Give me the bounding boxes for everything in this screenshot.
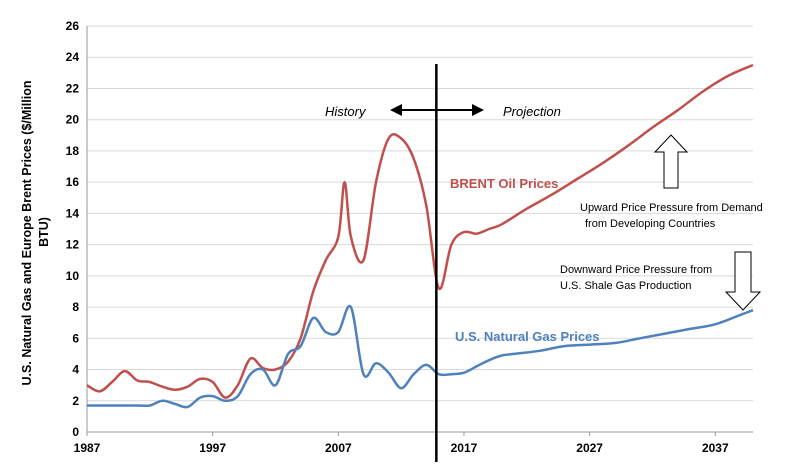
- y-tick-label: 20: [66, 113, 80, 127]
- x-tick-label: 2017: [451, 441, 478, 455]
- x-tick-label: 2037: [702, 441, 729, 455]
- x-tick-labels: 1987 1997 2007 2017 2027 2037: [74, 432, 729, 455]
- y-tick-label: 12: [66, 238, 80, 252]
- natural-gas-price-line: [87, 304, 754, 409]
- y-tick-label: 4: [72, 363, 79, 377]
- upward-arrow-icon: [653, 134, 689, 189]
- downward-pressure-line1: Downward Price Pressure from: [560, 264, 712, 276]
- y-axis-label: U.S. Natural Gas and Europe Brent Prices…: [20, 81, 34, 386]
- y-tick-label: 24: [66, 50, 80, 64]
- projection-label: Projection: [503, 104, 561, 119]
- brent-series-label: BRENT Oil Prices: [450, 176, 558, 191]
- y-tick-label: 14: [66, 206, 80, 220]
- gas-series-label: U.S. Natural Gas Prices: [455, 329, 600, 344]
- x-tick-label: 2007: [325, 441, 352, 455]
- y-tick-label: 2: [72, 394, 79, 408]
- y-tick-label: 6: [72, 331, 79, 345]
- y-axis-label-line2: BTU): [37, 217, 51, 247]
- y-tick-label: 10: [66, 269, 80, 283]
- upward-pressure-line1: Upward Price Pressure from Demand: [580, 202, 763, 214]
- y-tick-label: 16: [66, 175, 80, 189]
- history-projection-arrow-icon: [390, 104, 484, 116]
- x-tick-label: 1987: [74, 441, 101, 455]
- y-tick-label: 18: [66, 144, 80, 158]
- y-axis-label-2: BTU): [37, 217, 51, 247]
- series-lines: [86, 63, 754, 409]
- y-tick-label: 0: [72, 425, 79, 439]
- brent-oil-price-line: [86, 63, 754, 399]
- x-tick-label: 2027: [576, 441, 603, 455]
- downward-arrow-icon: [724, 251, 762, 311]
- y-tick-label: 8: [72, 300, 79, 314]
- y-axis-label-line1: U.S. Natural Gas and Europe Brent Prices…: [20, 81, 34, 386]
- y-tick-label: 22: [66, 81, 80, 95]
- grid-lines: [87, 25, 753, 402]
- y-tick-label: 26: [66, 19, 80, 33]
- history-label: History: [325, 104, 367, 119]
- x-tick-label: 1997: [199, 441, 226, 455]
- upward-pressure-line2: from Developing Countries: [585, 218, 716, 230]
- downward-pressure-line2: U.S. Shale Gas Production: [560, 280, 691, 292]
